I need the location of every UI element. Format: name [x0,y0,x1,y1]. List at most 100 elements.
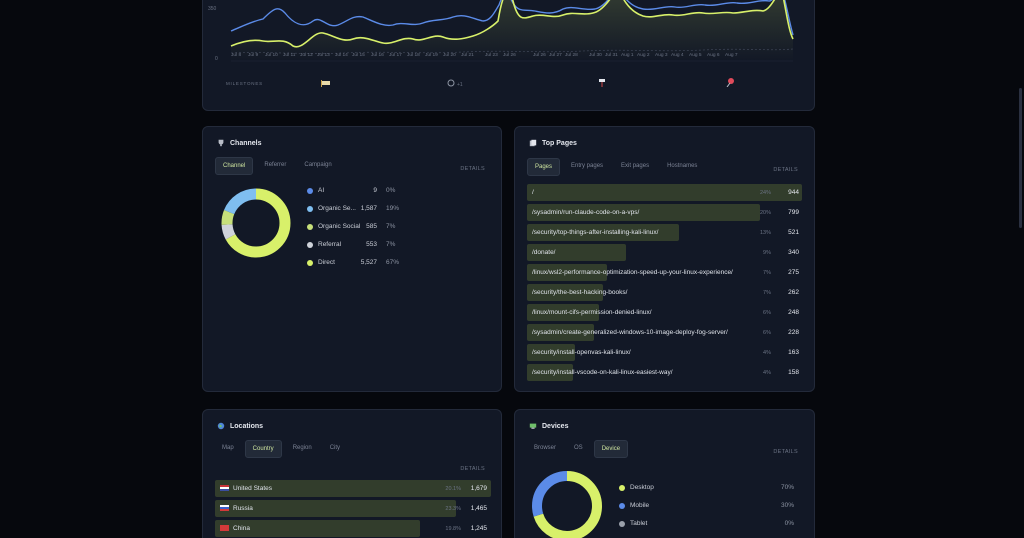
tab-pages[interactable]: Pages [527,158,561,176]
country-percent: 19.8% [445,526,461,532]
x-tick-label: Aug 7 [725,53,738,58]
tab-referrer[interactable]: Referrer [264,162,287,168]
channel-legend-item[interactable]: Direct [307,259,407,266]
flag-icon [220,525,229,531]
device-legend-item[interactable]: Mobile [619,502,719,509]
page-row[interactable]: /security/install-openvas-kali-linux/4% 1… [527,344,805,361]
top-pages-tabs: Pages Entry pages Exit pages Hostnames [527,158,704,176]
tab-device[interactable]: Device [593,440,629,458]
page-bar-fill [527,204,760,221]
page-row[interactable]: /sysadmin/run-claude-code-on-a-vps/20% 79… [527,204,805,221]
country-row[interactable]: Russia 23.3% 1,465 [215,500,491,517]
x-tick-label: Jul 19 [425,53,438,58]
page-percent: 6% [763,330,771,336]
devices-details-link[interactable]: DETAILS [773,449,798,455]
page-bar-fill [527,184,802,201]
milestone-link-icon[interactable] [447,79,455,87]
channel-percent: 67% [386,259,400,266]
x-tick-label: Jul 28 [565,53,578,58]
page-row[interactable]: /security/install-vscode-on-kali-linux-e… [527,364,805,381]
tab-channel[interactable]: Channel [215,157,254,175]
channel-legend-item[interactable]: Organic Se... [307,205,407,212]
channel-percent: 7% [386,241,396,248]
page-scrollbar[interactable] [1019,88,1022,228]
tab-browser[interactable]: Browser [534,445,557,451]
country-count: 1,245 [470,525,487,532]
tab-entry-pages[interactable]: Entry pages [571,163,604,169]
channel-legend-item[interactable]: Organic Social [307,223,407,230]
page-count: 262 [788,289,799,296]
channels-details-link[interactable]: DETAILS [460,166,485,172]
tab-map[interactable]: Map [222,445,234,451]
page-percent: 9% [763,250,771,256]
x-tick-label: Jul 14 [335,53,348,58]
country-label: United States [220,485,272,492]
page-path: /donate/ [532,249,556,256]
device-percent: 0% [784,520,794,527]
top-pages-title-text: Top Pages [542,139,577,147]
x-tick-label: Jul 9 [248,53,259,58]
x-tick-label: Aug 5 [689,53,702,58]
devices-donut[interactable] [529,468,609,538]
page-count: 158 [788,369,799,376]
locations-details-link[interactable]: DETAILS [460,466,485,472]
channel-legend-item[interactable]: AI [307,187,407,194]
visitors-line [230,0,794,48]
top-pages-title: Top Pages [529,139,577,147]
channel-value: 5,527 [360,259,377,266]
page-percent: 13% [759,230,771,236]
milestone-pushpin-icon[interactable] [726,77,736,87]
page-row[interactable]: / 24% 944 [527,184,805,201]
legend-dot [307,205,313,212]
channel-legend-item[interactable]: Referral [307,241,407,248]
channel-value: 9 [373,187,377,194]
tab-region[interactable]: Region [292,445,312,451]
channels-title: Channels [217,139,262,147]
devices-card: Devices Browser OS Device DETAILS Deskto… [514,409,815,538]
page-bar-fill [527,244,626,261]
page-row[interactable]: /linux/mount-cifs-permission-denied-linu… [527,304,805,321]
x-tick-label: Jul 18 [407,53,420,58]
page-row[interactable]: /donate/9% 340 [527,244,805,261]
x-tick-label: Jul 11 [283,53,296,58]
top-pages-details-link[interactable]: DETAILS [773,167,798,173]
tab-exit-pages[interactable]: Exit pages [621,163,650,169]
device-legend-item[interactable]: Desktop [619,484,719,491]
page-path: /security/install-vscode-on-kali-linux-e… [532,369,673,376]
tab-os[interactable]: OS [574,445,583,451]
tab-hostnames[interactable]: Hostnames [667,163,698,169]
country-name: Russia [233,505,253,512]
legend-dot [307,223,313,230]
legend-dot [307,187,313,194]
page-path: /security/top-things-after-installing-ka… [532,229,659,236]
page-count: 944 [788,189,799,196]
page-row[interactable]: /security/the-best-hacking-books/7% 262 [527,284,805,301]
page-count: 248 [788,309,799,316]
channel-percent: 7% [386,223,396,230]
device-legend-item[interactable]: Tablet [619,520,719,527]
x-tick-label: Jul 16 [371,53,384,58]
visitors-area [231,0,793,61]
page-path: /linux/wsl2-performance-optimization-spe… [532,269,733,276]
country-row[interactable]: United States 20.1% 1,679 [215,480,491,497]
traffic-chart[interactable] [203,0,815,71]
channels-donut[interactable] [218,185,298,265]
milestone-extra-count: +1 [457,82,463,88]
channels-card: Channels Channel Referrer Campaign DETAI… [202,126,502,392]
milestone-pin-icon[interactable] [598,78,606,87]
country-bar-fill [215,480,491,497]
page-row[interactable]: /security/top-things-after-installing-ka… [527,224,805,241]
country-row[interactable]: China 19.8% 1,245 [215,520,491,537]
legend-dot [619,502,625,509]
page-row[interactable]: /sysadmin/create-generalized-windows-10-… [527,324,805,341]
page-row[interactable]: /linux/wsl2-performance-optimization-spe… [527,264,805,281]
x-tick-label: Jul 13 [317,53,330,58]
legend-dot [619,520,625,527]
channel-value: 1,587 [360,205,377,212]
tab-city[interactable]: City [329,445,341,451]
milestone-flag-icon[interactable] [321,79,331,87]
tab-country[interactable]: Country [244,440,282,458]
pages-icon [529,139,537,147]
tab-campaign[interactable]: Campaign [304,162,332,168]
channel-percent: 0% [386,187,396,194]
